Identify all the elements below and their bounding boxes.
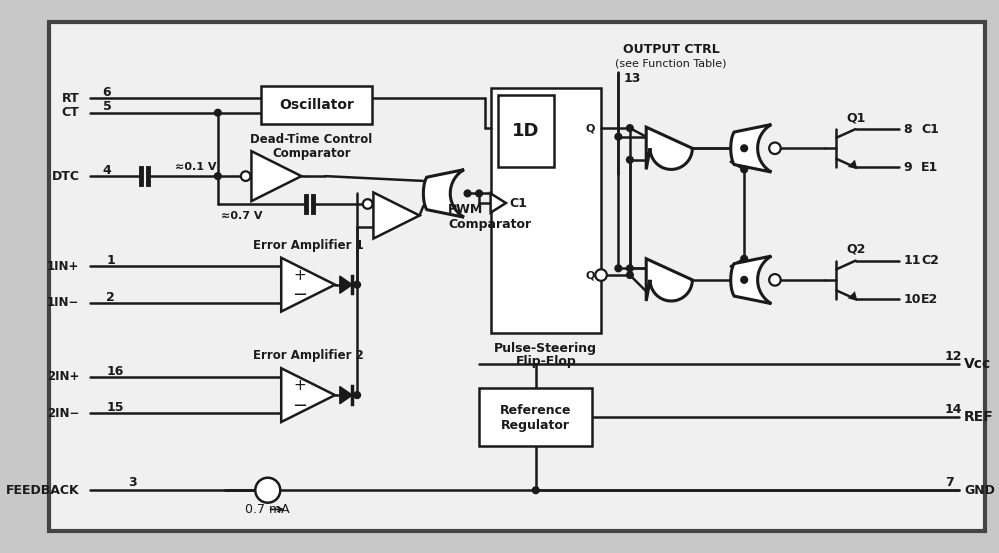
Circle shape (615, 133, 621, 140)
Polygon shape (281, 368, 335, 422)
Text: 3: 3 (129, 476, 137, 489)
Text: REF: REF (964, 410, 994, 424)
Text: E1: E1 (921, 161, 938, 174)
Polygon shape (340, 387, 353, 404)
Circle shape (476, 190, 483, 197)
Text: 15: 15 (107, 401, 124, 414)
Circle shape (256, 478, 281, 503)
Text: +: + (294, 268, 307, 283)
Text: C2: C2 (921, 254, 939, 267)
Text: 1IN−: 1IN− (47, 296, 80, 310)
Polygon shape (252, 151, 302, 201)
Text: 10: 10 (904, 293, 921, 306)
Text: Q: Q (586, 123, 595, 133)
Circle shape (741, 276, 747, 283)
Bar (261, 86, 372, 124)
Text: 1D: 1D (512, 122, 539, 140)
Text: Q1: Q1 (846, 111, 865, 124)
Text: 5: 5 (103, 101, 111, 113)
Circle shape (769, 143, 780, 154)
Text: DTC: DTC (52, 170, 80, 182)
Polygon shape (646, 259, 692, 301)
Circle shape (215, 173, 221, 180)
Circle shape (354, 392, 361, 399)
Text: 2IN−: 2IN− (47, 407, 80, 420)
Text: 9: 9 (904, 161, 912, 174)
Text: ≈0.7 V: ≈0.7 V (221, 211, 263, 221)
Circle shape (615, 265, 621, 272)
Polygon shape (646, 127, 692, 169)
Circle shape (595, 269, 606, 281)
Text: Pulse-Steering: Pulse-Steering (495, 342, 597, 354)
Text: 1IN+: 1IN+ (47, 260, 80, 273)
Text: 4: 4 (103, 164, 111, 177)
Text: CT: CT (62, 106, 80, 119)
Polygon shape (424, 170, 464, 217)
Text: (see Function Table): (see Function Table) (615, 59, 727, 69)
Circle shape (626, 156, 633, 163)
Text: 8: 8 (904, 123, 912, 135)
Text: 14: 14 (945, 403, 962, 416)
Bar (499, 96, 554, 168)
Text: Q: Q (586, 270, 595, 280)
Text: Dead-Time Control: Dead-Time Control (251, 133, 373, 146)
Text: +: + (294, 378, 307, 393)
Text: Regulator: Regulator (501, 419, 570, 432)
Text: PWM: PWM (449, 204, 484, 216)
Circle shape (626, 265, 633, 272)
Circle shape (626, 272, 633, 278)
Text: 12: 12 (945, 350, 962, 363)
Text: 6: 6 (103, 86, 111, 99)
Circle shape (741, 145, 747, 152)
Circle shape (741, 166, 747, 173)
Text: 2IN+: 2IN+ (47, 371, 80, 383)
Circle shape (241, 171, 251, 181)
Text: C1: C1 (509, 196, 527, 210)
Text: GND: GND (964, 484, 995, 497)
Text: C1: C1 (921, 123, 939, 135)
Polygon shape (281, 258, 335, 311)
Polygon shape (730, 124, 771, 172)
Text: Vᴄᴄ: Vᴄᴄ (964, 357, 991, 372)
Circle shape (215, 109, 221, 116)
Text: 11: 11 (904, 254, 921, 267)
Circle shape (354, 281, 361, 288)
Polygon shape (850, 294, 855, 299)
Circle shape (363, 199, 373, 209)
Text: Comparator: Comparator (449, 218, 531, 231)
Bar (491, 88, 601, 333)
Text: Reference: Reference (500, 404, 571, 417)
Text: 2: 2 (107, 291, 115, 304)
Circle shape (532, 487, 539, 494)
Text: Comparator: Comparator (272, 147, 351, 160)
Bar (480, 388, 592, 446)
Text: E2: E2 (921, 293, 938, 306)
Text: 16: 16 (107, 364, 124, 378)
Text: −: − (293, 397, 308, 415)
Text: 7: 7 (945, 476, 954, 489)
Polygon shape (340, 276, 353, 293)
Text: 0.7 mA: 0.7 mA (246, 503, 290, 516)
Circle shape (626, 125, 633, 132)
Circle shape (769, 274, 780, 286)
Text: ≈0.1 V: ≈0.1 V (176, 163, 217, 173)
Polygon shape (730, 256, 771, 304)
Polygon shape (374, 192, 420, 238)
Polygon shape (491, 194, 505, 212)
Polygon shape (850, 162, 855, 168)
Text: FEEDBACK: FEEDBACK (6, 484, 80, 497)
Text: Error Amplifier 1: Error Amplifier 1 (253, 239, 364, 252)
Text: Error Amplifier 2: Error Amplifier 2 (253, 349, 364, 362)
Text: 1: 1 (107, 254, 115, 267)
Text: Oscillator: Oscillator (279, 98, 354, 112)
Text: OUTPUT CTRL: OUTPUT CTRL (622, 43, 719, 56)
Text: Flip-Flop: Flip-Flop (515, 355, 576, 368)
Circle shape (741, 255, 747, 262)
Text: 13: 13 (623, 72, 640, 85)
Text: RT: RT (62, 92, 80, 105)
Text: Q2: Q2 (846, 243, 865, 255)
Text: −: − (293, 286, 308, 304)
Circle shape (465, 190, 471, 197)
